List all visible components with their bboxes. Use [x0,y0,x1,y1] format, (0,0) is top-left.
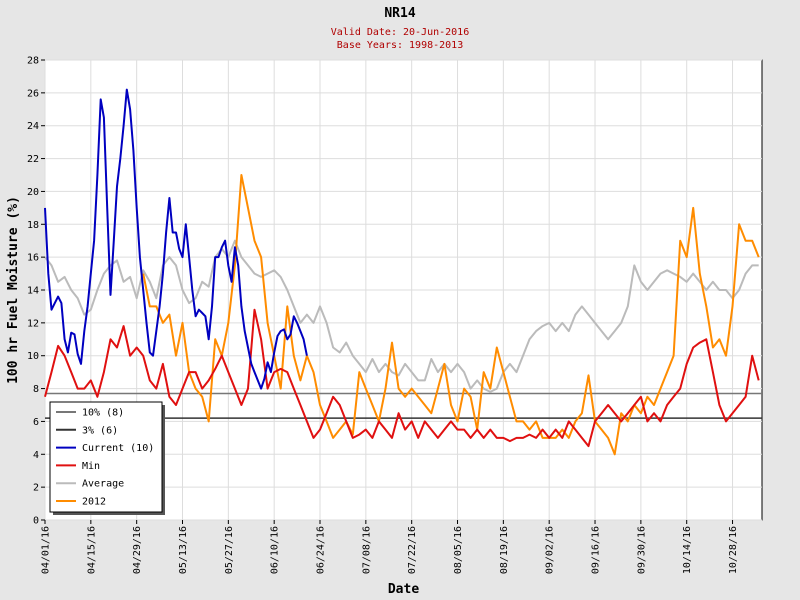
x-axis-label: Date [388,582,419,597]
y-tick-label: 18 [27,220,39,231]
y-tick-label: 6 [33,417,39,428]
chart-title: NR14 [384,6,416,21]
x-tick-label: 07/22/16 [407,526,418,574]
y-tick-label: 12 [27,318,39,329]
x-tick-label: 08/05/16 [453,526,464,574]
y-tick-label: 2 [33,483,39,494]
y-tick-label: 20 [27,187,39,198]
y-tick-label: 22 [27,154,39,165]
x-tick-label: 09/16/16 [591,526,602,574]
legend-label: Current (10) [82,443,154,454]
x-tick-label: 07/08/16 [361,526,372,574]
y-tick-label: 14 [27,286,39,297]
y-tick-label: 4 [33,450,39,461]
legend-label: 2012 [82,497,106,508]
base-years: Base Years: 1998-2013 [336,40,464,51]
x-tick-label: 04/15/16 [86,526,97,574]
x-tick-label: 06/24/16 [316,526,327,574]
x-tick-label: 06/10/16 [270,526,281,574]
x-tick-label: 09/02/16 [545,526,556,574]
y-tick-label: 10 [27,351,39,362]
legend-label: Min [82,461,100,472]
x-tick-label: 04/29/16 [132,526,143,574]
y-tick-label: 24 [27,121,39,132]
x-tick-label: 09/30/16 [636,526,647,574]
legend-box [49,401,163,513]
valid-date: Valid Date: 20-Jun-2016 [330,27,470,38]
legend-label: 3% (6) [82,425,118,436]
x-tick-label: 10/14/16 [682,526,693,574]
y-tick-label: 8 [33,384,39,395]
y-tick-label: 16 [27,253,39,264]
series-line [44,308,760,448]
series-line [142,174,760,456]
y-tick-label: 26 [27,88,39,99]
series-lines [44,88,760,456]
x-tick-label: 05/13/16 [178,526,189,574]
legend-label: 10% (8) [82,408,124,419]
x-axis-ticks: 04/01/16 04/15/16 04/29/16 05/13/16 05/27/16… [41,520,739,574]
x-tick-label: 10/28/16 [728,526,739,574]
x-tick-label: 05/27/16 [224,526,235,574]
series-line [44,88,308,390]
y-tick-label: 28 [27,56,39,67]
x-tick-label: 08/19/16 [499,526,510,574]
y-tick-label: 0 [33,516,39,527]
legend-label: Average [82,479,124,490]
legend: 10% (8) 3% (6) Current (10) Min Average 2012 [49,401,165,515]
y-axis-label: 100 hr Fuel Moisture (%) [6,196,21,384]
x-tick-label: 04/01/16 [41,526,52,574]
